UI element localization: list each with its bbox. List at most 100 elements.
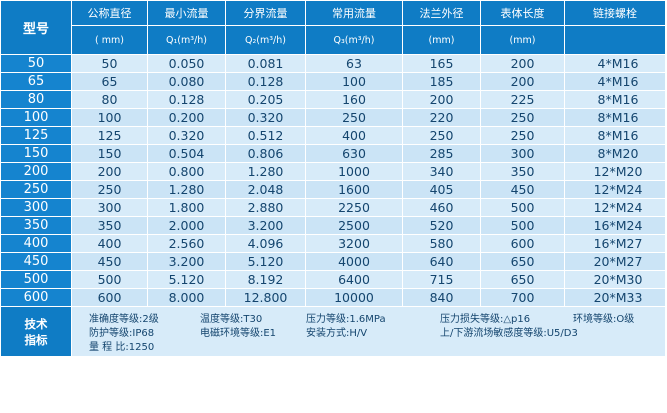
cell-flange: 250 bbox=[402, 126, 481, 145]
table-row: 100 100 0.200 0.320 250 220 250 8*M16 bbox=[0, 108, 666, 127]
header-bolt: 链接螺栓 bbox=[564, 0, 666, 26]
cell-bolt: 16*M27 bbox=[564, 234, 666, 253]
cell-qt: 0.512 bbox=[225, 126, 306, 145]
table-row: 300 300 1.800 2.880 2250 460 500 12*M24 bbox=[0, 198, 666, 217]
cell-bolt: 12*M20 bbox=[564, 162, 666, 181]
cell-qmin: 0.080 bbox=[147, 72, 226, 91]
unit-dn: ( mm) bbox=[71, 25, 148, 55]
cell-dn: 150 bbox=[71, 144, 148, 163]
cell-length: 250 bbox=[480, 126, 565, 145]
table-row: 400 400 2.560 4.096 3200 580 600 16*M27 bbox=[0, 234, 666, 253]
tech-flow-sensitivity: 上/下游流场敏感度等级:U5/D3 bbox=[440, 328, 578, 339]
cell-qmin: 0.504 bbox=[147, 144, 226, 163]
cell-qt: 4.096 bbox=[225, 234, 306, 253]
cell-bolt: 20*M27 bbox=[564, 252, 666, 271]
cell-flange: 165 bbox=[402, 54, 481, 73]
cell-qn: 630 bbox=[305, 144, 403, 163]
cell-bolt: 16*M24 bbox=[564, 216, 666, 235]
cell-flange: 285 bbox=[402, 144, 481, 163]
table-row: 150 150 0.504 0.806 630 285 300 8*M20 bbox=[0, 144, 666, 163]
cell-length: 300 bbox=[480, 144, 565, 163]
table-row: 450 450 3.200 5.120 4000 640 650 20*M27 bbox=[0, 252, 666, 271]
cell-model: 65 bbox=[0, 72, 72, 91]
cell-length: 200 bbox=[480, 54, 565, 73]
cell-length: 225 bbox=[480, 90, 565, 109]
header-qmin: 最小流量 bbox=[147, 0, 226, 26]
cell-dn: 350 bbox=[71, 216, 148, 235]
cell-qn: 100 bbox=[305, 72, 403, 91]
cell-bolt: 4*M16 bbox=[564, 72, 666, 91]
cell-dn: 100 bbox=[71, 108, 148, 127]
tech-emc: 电磁环境等级:E1 bbox=[200, 328, 277, 339]
cell-flange: 840 bbox=[402, 288, 481, 307]
cell-qmin: 5.120 bbox=[147, 270, 226, 289]
cell-model: 80 bbox=[0, 90, 72, 109]
cell-qmin: 1.800 bbox=[147, 198, 226, 217]
tech-specs: 准确度等级:2级 温度等级:T30 压力等级:1.6MPa 压力损失等级:△p1… bbox=[71, 306, 666, 357]
cell-flange: 185 bbox=[402, 72, 481, 91]
cell-model: 350 bbox=[0, 216, 72, 235]
cell-length: 500 bbox=[480, 198, 565, 217]
header-dn: 公称直径 bbox=[71, 0, 148, 26]
cell-flange: 460 bbox=[402, 198, 481, 217]
tech-range-ratio: 量 程 比:1250 bbox=[89, 342, 155, 353]
cell-length: 350 bbox=[480, 162, 565, 181]
cell-model: 600 bbox=[0, 288, 72, 307]
table-row: 250 250 1.280 2.048 1600 405 450 12*M24 bbox=[0, 180, 666, 199]
cell-dn: 500 bbox=[71, 270, 148, 289]
cell-qt: 5.120 bbox=[225, 252, 306, 271]
cell-bolt: 12*M24 bbox=[564, 198, 666, 217]
cell-qt: 2.880 bbox=[225, 198, 306, 217]
cell-bolt: 20*M33 bbox=[564, 288, 666, 307]
cell-flange: 405 bbox=[402, 180, 481, 199]
cell-qmin: 0.128 bbox=[147, 90, 226, 109]
cell-model: 400 bbox=[0, 234, 72, 253]
cell-qn: 160 bbox=[305, 90, 403, 109]
table-row: 600 600 8.000 12.800 10000 840 700 20*M33 bbox=[0, 288, 666, 307]
cell-length: 650 bbox=[480, 252, 565, 271]
cell-dn: 300 bbox=[71, 198, 148, 217]
cell-model: 300 bbox=[0, 198, 72, 217]
cell-qmin: 0.800 bbox=[147, 162, 226, 181]
cell-model: 250 bbox=[0, 180, 72, 199]
cell-qmin: 3.200 bbox=[147, 252, 226, 271]
table-row: 50 50 0.050 0.081 63 165 200 4*M16 bbox=[0, 54, 666, 73]
cell-flange: 715 bbox=[402, 270, 481, 289]
unit-bolt bbox=[564, 25, 666, 55]
unit-length: (mm) bbox=[480, 25, 565, 55]
tech-install: 安装方式:H/V bbox=[306, 328, 368, 339]
cell-qmin: 0.050 bbox=[147, 54, 226, 73]
cell-bolt: 20*M30 bbox=[564, 270, 666, 289]
cell-model: 450 bbox=[0, 252, 72, 271]
cell-bolt: 8*M16 bbox=[564, 90, 666, 109]
cell-length: 500 bbox=[480, 216, 565, 235]
cell-qt: 8.192 bbox=[225, 270, 306, 289]
cell-qn: 2250 bbox=[305, 198, 403, 217]
cell-flange: 200 bbox=[402, 90, 481, 109]
cell-dn: 250 bbox=[71, 180, 148, 199]
spec-table: 型号 公称直径 最小流量 分界流量 常用流量 法兰外径 表体长度 链接螺栓 ( … bbox=[0, 0, 666, 357]
cell-dn: 600 bbox=[71, 288, 148, 307]
cell-length: 450 bbox=[480, 180, 565, 199]
cell-qt: 0.081 bbox=[225, 54, 306, 73]
cell-qn: 4000 bbox=[305, 252, 403, 271]
cell-qn: 10000 bbox=[305, 288, 403, 307]
header-length: 表体长度 bbox=[480, 0, 565, 26]
tech-pressure: 压力等级:1.6MPa bbox=[306, 314, 386, 325]
cell-qn: 250 bbox=[305, 108, 403, 127]
header-qn: 常用流量 bbox=[305, 0, 403, 26]
cell-qn: 63 bbox=[305, 54, 403, 73]
cell-qn: 400 bbox=[305, 126, 403, 145]
unit-qmin: Q₁(m³/h) bbox=[147, 25, 226, 55]
cell-qmin: 0.320 bbox=[147, 126, 226, 145]
tech-label: 技术 指标 bbox=[0, 306, 72, 357]
cell-qt: 0.320 bbox=[225, 108, 306, 127]
cell-qn: 3200 bbox=[305, 234, 403, 253]
cell-bolt: 8*M20 bbox=[564, 144, 666, 163]
tech-label-line1: 技术 bbox=[24, 316, 48, 331]
tech-environment: 环境等级:O级 bbox=[573, 314, 635, 325]
cell-qn: 1600 bbox=[305, 180, 403, 199]
cell-qt: 12.800 bbox=[225, 288, 306, 307]
cell-model: 50 bbox=[0, 54, 72, 73]
cell-qn: 2500 bbox=[305, 216, 403, 235]
